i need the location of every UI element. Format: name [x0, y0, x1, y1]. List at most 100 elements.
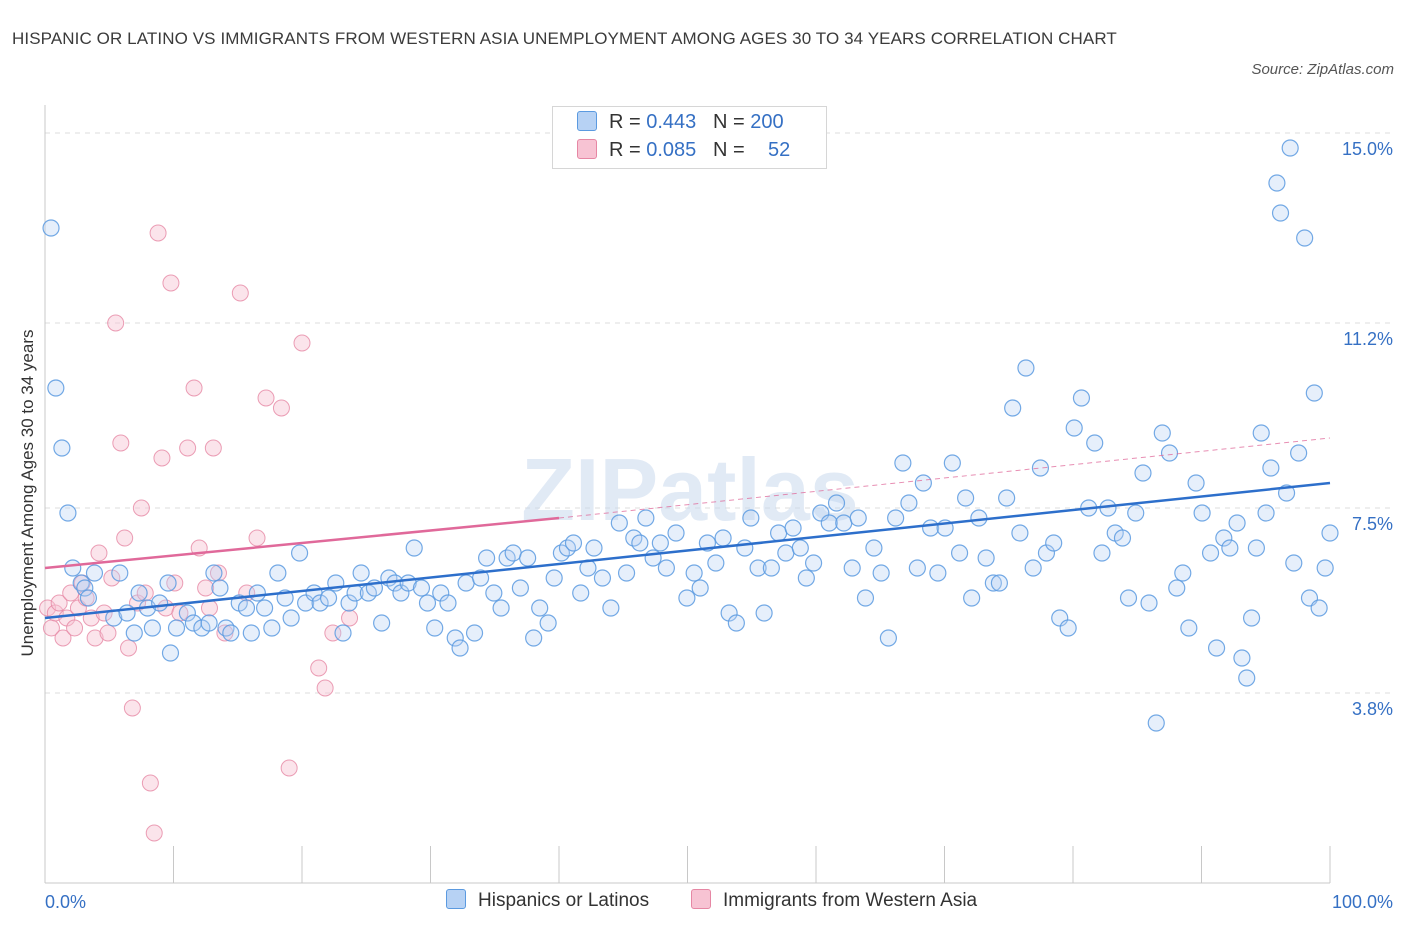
legend-swatch-pink	[577, 139, 597, 159]
data-point-hispanic	[970, 509, 988, 527]
data-point-hispanic	[334, 624, 352, 642]
legend-n-value: 200	[750, 111, 784, 133]
data-point-immigrants	[316, 679, 334, 697]
y-tick-labels: 3.8% 7.5% 11.2% 15.0%	[1342, 139, 1393, 719]
data-point-hispanic	[894, 454, 912, 472]
data-point-hispanic	[1059, 619, 1077, 637]
data-point-hispanic	[685, 564, 703, 582]
data-point-hispanic	[1072, 389, 1091, 407]
bottom-legend-hispanic: Hispanics or Latinos	[446, 889, 649, 915]
data-point-hispanic	[1134, 464, 1152, 482]
data-point-hispanic	[1242, 609, 1261, 627]
data-point-hispanic	[872, 564, 890, 582]
data-point-hispanic	[504, 544, 522, 562]
data-point-hispanic	[1127, 504, 1145, 522]
data-point-hispanic	[856, 589, 875, 607]
data-point-immigrants	[123, 699, 141, 717]
data-point-immigrants	[86, 629, 104, 647]
data-point-hispanic	[457, 574, 475, 592]
data-point-immigrants	[141, 774, 159, 792]
data-point-hispanic	[990, 574, 1008, 592]
data-point-hispanic	[827, 494, 846, 512]
data-point-hispanic	[1045, 534, 1063, 552]
data-point-hispanic	[727, 614, 745, 632]
data-point-hispanic	[1281, 139, 1299, 157]
y-axis-label: Unemployment Among Ages 30 to 34 years	[18, 330, 37, 657]
data-point-immigrants	[231, 284, 249, 302]
data-point-hispanic	[1296, 229, 1314, 247]
data-point-hispanic	[1193, 504, 1211, 522]
data-point-hispanic	[143, 619, 161, 637]
data-point-hispanic	[1180, 619, 1198, 637]
data-point-immigrants	[280, 759, 298, 777]
data-point-hispanic	[237, 599, 256, 617]
data-point-hispanic	[263, 619, 281, 637]
data-point-hispanic	[843, 559, 861, 577]
data-point-hispanic	[1153, 424, 1171, 442]
data-point-hispanic	[1247, 539, 1265, 557]
trend-line-immigrants-extension	[558, 437, 1331, 519]
data-point-hispanic	[714, 529, 732, 547]
data-point-immigrants	[197, 579, 215, 597]
data-point-hispanic	[76, 579, 94, 597]
data-point-immigrants	[149, 224, 167, 242]
data-point-immigrants	[204, 439, 222, 457]
data-point-immigrants	[341, 609, 359, 627]
data-point-hispanic	[1215, 529, 1233, 547]
data-point-immigrants	[257, 389, 275, 407]
data-point-hispanic	[1093, 544, 1111, 562]
data-point-hispanic	[161, 644, 180, 662]
stats-legend: R = 0.443 N = 200 R = 0.085 N = 52	[552, 106, 827, 169]
data-point-hispanic	[593, 569, 612, 587]
data-point-hispanic	[545, 569, 563, 587]
data-point-hispanic	[412, 579, 431, 597]
bottom-legend-immigrants: Immigrants from Western Asia	[691, 889, 977, 915]
data-point-hispanic	[539, 614, 557, 632]
data-point-hispanic	[1262, 459, 1280, 477]
data-point-hispanic	[749, 559, 767, 577]
data-point-hispanic	[465, 624, 484, 642]
data-point-immigrants	[324, 624, 342, 642]
data-point-hispanic	[769, 524, 788, 542]
data-point-hispanic	[1031, 459, 1050, 477]
data-point-hispanic	[1024, 559, 1042, 577]
data-point-hispanic	[1160, 444, 1179, 462]
legend-swatch-blue	[577, 111, 597, 131]
data-point-immigrants	[179, 439, 197, 457]
data-point-hispanic	[1147, 714, 1165, 732]
data-point-hispanic	[835, 514, 853, 532]
data-point-hispanic	[211, 579, 229, 597]
data-point-hispanic	[879, 629, 897, 647]
data-point-hispanic	[1113, 529, 1132, 547]
data-point-hispanic	[1221, 539, 1239, 557]
legend-r-label: R =	[609, 111, 647, 133]
data-point-hispanic	[290, 544, 309, 562]
x-tick-label: 100.0%	[1332, 892, 1393, 912]
data-point-immigrants	[310, 659, 328, 677]
data-point-immigrants	[99, 624, 117, 642]
data-point-hispanic	[585, 539, 603, 557]
data-point-hispanic	[151, 594, 169, 612]
data-point-hispanic	[53, 439, 71, 457]
data-point-hispanic	[943, 454, 961, 472]
data-point-hispanic	[804, 554, 823, 572]
data-point-immigrants	[132, 499, 150, 517]
data-point-hispanic	[64, 559, 82, 577]
data-point-hispanic	[1268, 174, 1286, 192]
axes	[44, 105, 1331, 884]
data-point-hispanic	[707, 554, 725, 572]
data-point-immigrants	[116, 529, 134, 547]
data-point-hispanic	[849, 509, 867, 527]
data-point-hispanic	[248, 584, 266, 602]
data-point-hispanic	[525, 629, 543, 647]
data-point-hispanic	[791, 539, 809, 557]
data-point-immigrants	[54, 629, 72, 647]
data-point-hispanic	[340, 594, 358, 612]
trend-line-hispanic	[44, 481, 1331, 620]
data-point-immigrants	[209, 564, 227, 582]
gridlines	[45, 132, 1395, 694]
data-point-hispanic	[42, 219, 60, 237]
data-point-hispanic	[950, 544, 969, 562]
data-point-hispanic	[963, 589, 981, 607]
data-point-hispanic	[865, 539, 883, 557]
